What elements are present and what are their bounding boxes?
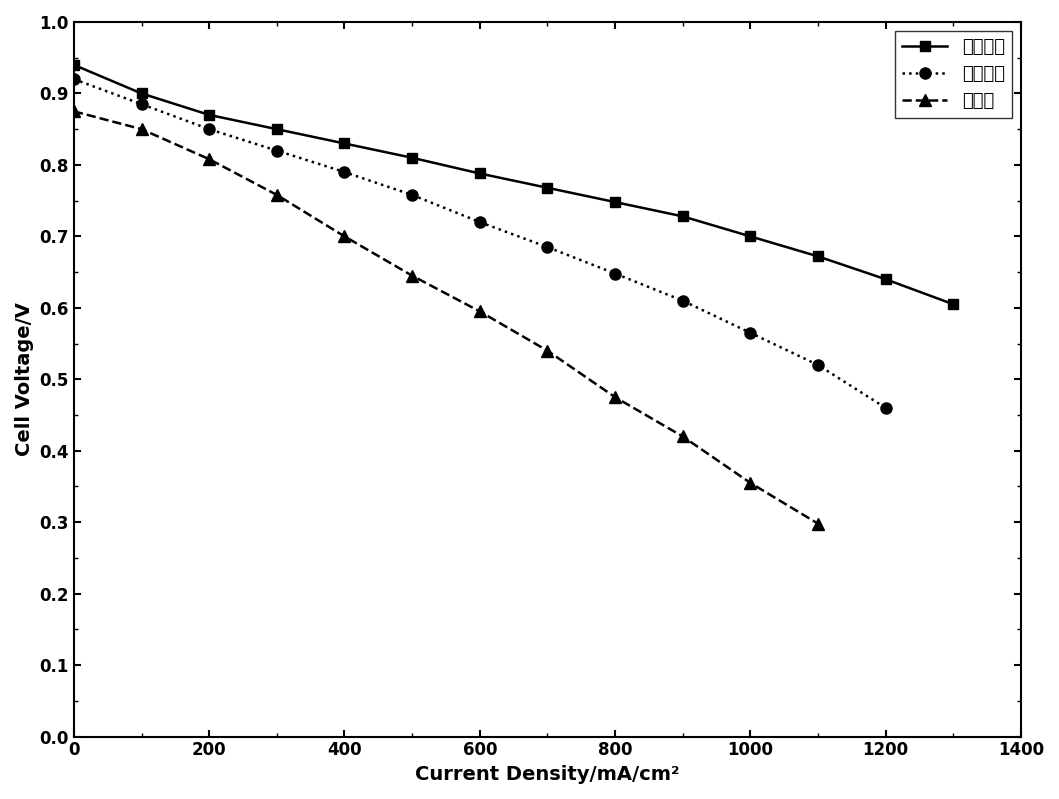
阳极增湿 [406, 190, 418, 200]
增湿条件 [609, 197, 622, 207]
阳极增湿 [270, 146, 283, 156]
不增湿 [677, 431, 689, 441]
增湿条件 [136, 89, 148, 98]
不增湿 [473, 307, 486, 316]
增湿条件 [68, 60, 80, 70]
阳极增湿 [203, 125, 216, 134]
增湿条件 [270, 125, 283, 134]
不增湿 [406, 271, 418, 280]
不增湿 [609, 392, 622, 402]
阳极增湿 [744, 328, 757, 338]
增湿条件 [879, 274, 892, 284]
增湿条件 [473, 169, 486, 178]
不增湿 [136, 125, 148, 134]
阳极增湿 [68, 74, 80, 84]
阳极增湿 [338, 167, 351, 177]
阳极增湿 [677, 296, 689, 305]
不增湿 [68, 106, 80, 116]
增湿条件 [541, 183, 554, 193]
Legend: 增湿条件, 阳极增湿, 不增湿: 增湿条件, 阳极增湿, 不增湿 [895, 31, 1012, 117]
阳极增湿 [811, 360, 824, 370]
增湿条件 [406, 153, 418, 162]
Y-axis label: Cell Voltage/V: Cell Voltage/V [15, 302, 34, 456]
不增湿 [541, 346, 554, 356]
不增湿 [338, 232, 351, 241]
阳极增湿 [473, 217, 486, 227]
Line: 阳极增湿: 阳极增湿 [69, 74, 892, 413]
X-axis label: Current Density/mA/cm²: Current Density/mA/cm² [415, 765, 680, 784]
不增湿 [744, 478, 757, 487]
不增湿 [270, 190, 283, 200]
阳极增湿 [136, 99, 148, 109]
增湿条件 [338, 139, 351, 149]
增湿条件 [811, 252, 824, 261]
阳极增湿 [541, 242, 554, 252]
增湿条件 [744, 232, 757, 241]
增湿条件 [947, 300, 959, 309]
不增湿 [811, 519, 824, 528]
阳极增湿 [879, 403, 892, 412]
不增湿 [203, 154, 216, 164]
增湿条件 [203, 110, 216, 120]
Line: 增湿条件: 增湿条件 [69, 60, 958, 309]
Line: 不增湿: 不增湿 [69, 105, 824, 529]
增湿条件 [677, 212, 689, 221]
阳极增湿 [609, 268, 622, 278]
